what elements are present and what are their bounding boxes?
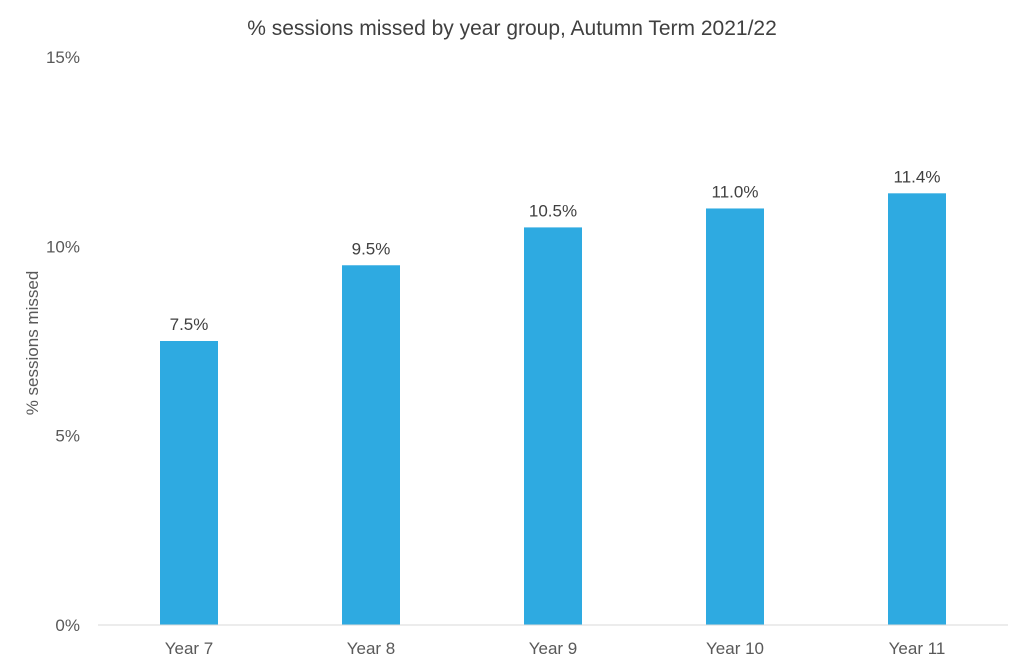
y-tick-label: 15% bbox=[46, 48, 80, 67]
x-tick-label: Year 11 bbox=[889, 639, 946, 658]
y-tick-label: 5% bbox=[55, 427, 80, 446]
x-tick-label: Year 9 bbox=[529, 639, 578, 658]
bar bbox=[706, 208, 764, 625]
bar bbox=[888, 193, 946, 625]
x-axis-ticks: Year 7 Year 8 Year 9 Year 10 Year 11 bbox=[165, 639, 946, 658]
x-tick-label: Year 10 bbox=[706, 639, 764, 658]
bars bbox=[160, 193, 946, 625]
bar-value-label: 10.5% bbox=[529, 201, 577, 220]
bar-value-label: 11.0% bbox=[712, 182, 759, 201]
bar-value-label: 11.4% bbox=[894, 167, 941, 186]
x-tick-label: Year 8 bbox=[347, 639, 396, 658]
bar-value-label: 7.5% bbox=[170, 315, 209, 334]
bar-value-label: 9.5% bbox=[352, 239, 391, 258]
y-axis-ticks: 0% 5% 10% 15% bbox=[46, 48, 80, 635]
bar bbox=[160, 341, 218, 625]
data-labels: 7.5% 9.5% 10.5% 11.0% 11.4% bbox=[170, 167, 941, 334]
chart-title: % sessions missed by year group, Autumn … bbox=[247, 17, 777, 40]
x-tick-label: Year 7 bbox=[165, 639, 214, 658]
bar bbox=[524, 227, 582, 625]
y-tick-label: 0% bbox=[55, 616, 80, 635]
bar bbox=[342, 265, 400, 625]
y-tick-label: 10% bbox=[46, 237, 80, 256]
y-axis-title: % sessions missed bbox=[23, 271, 42, 416]
